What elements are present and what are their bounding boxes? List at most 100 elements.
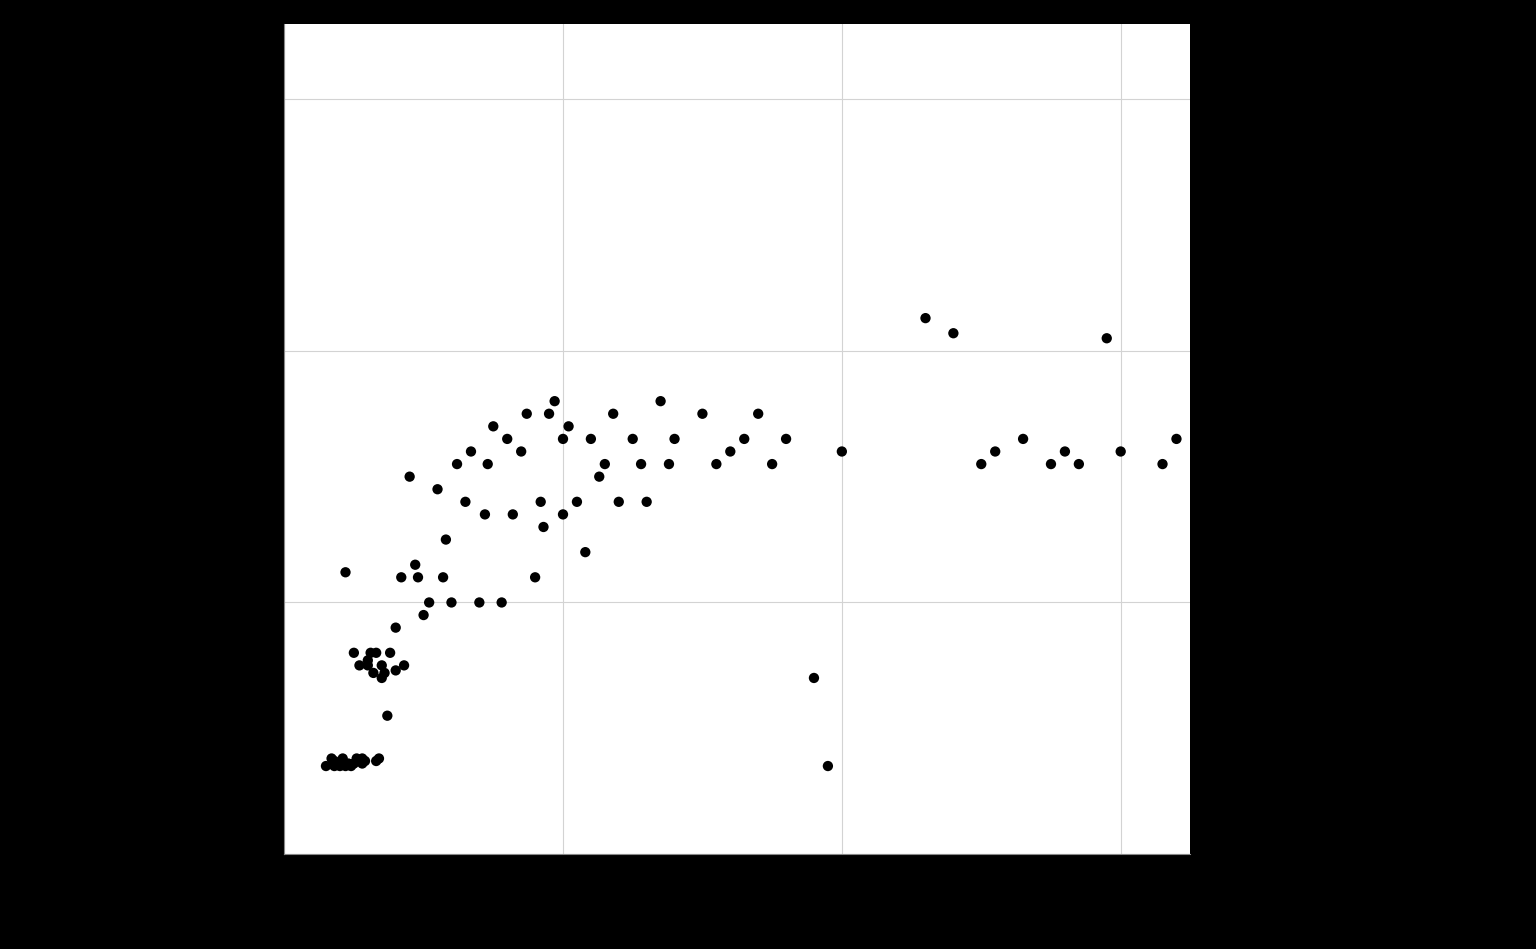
Point — [628, 456, 653, 472]
Point — [350, 751, 375, 766]
Point — [445, 456, 470, 472]
Point — [531, 519, 556, 534]
Point — [690, 406, 714, 421]
Point — [339, 758, 364, 773]
Point — [1011, 431, 1035, 447]
Point — [459, 444, 484, 459]
Point — [515, 406, 539, 421]
Point — [717, 444, 742, 459]
Point — [556, 419, 581, 434]
Point — [392, 658, 416, 673]
Point — [1052, 444, 1077, 459]
Point — [355, 658, 379, 673]
Point — [774, 431, 799, 447]
Point — [364, 645, 389, 661]
Point — [361, 665, 386, 680]
Point — [402, 557, 427, 572]
Y-axis label: .pred: .pred — [195, 406, 220, 472]
Point — [1150, 456, 1175, 472]
Point — [347, 658, 372, 673]
Point — [370, 670, 395, 685]
Point — [816, 758, 840, 773]
Point — [384, 620, 409, 635]
Point — [983, 444, 1008, 459]
Point — [370, 658, 395, 673]
Point — [412, 607, 436, 623]
Point — [350, 756, 375, 772]
Point — [344, 751, 369, 766]
Point — [829, 444, 854, 459]
Point — [323, 758, 347, 773]
Point — [501, 507, 525, 522]
Point — [648, 394, 673, 409]
Point — [573, 545, 598, 560]
Point — [508, 444, 533, 459]
Point — [536, 406, 561, 421]
Point — [367, 751, 392, 766]
Point — [430, 569, 455, 585]
Point — [467, 595, 492, 610]
Point — [1164, 431, 1189, 447]
Point — [551, 507, 576, 522]
Point — [353, 754, 378, 769]
Point — [327, 758, 352, 773]
Point — [453, 494, 478, 510]
Point — [601, 406, 625, 421]
Point — [1109, 444, 1134, 459]
Point — [607, 494, 631, 510]
Point — [327, 756, 352, 772]
Point — [384, 662, 409, 678]
Point — [490, 595, 515, 610]
Point — [375, 708, 399, 723]
X-axis label: latency: latency — [691, 896, 783, 921]
Point — [495, 431, 519, 447]
Point — [358, 645, 382, 661]
Point — [406, 569, 430, 585]
Point — [551, 431, 576, 447]
Point — [341, 645, 366, 661]
Point — [341, 756, 366, 772]
Point — [425, 482, 450, 497]
Point — [522, 569, 547, 585]
Point — [1066, 456, 1091, 472]
Point — [593, 456, 617, 472]
Point — [476, 456, 501, 472]
Point — [542, 394, 567, 409]
Point — [703, 456, 728, 472]
Point — [336, 756, 361, 772]
Point — [330, 751, 355, 766]
Point — [802, 670, 826, 685]
Point — [1038, 456, 1063, 472]
Point — [657, 456, 682, 472]
Point — [481, 419, 505, 434]
Point — [416, 595, 441, 610]
Point — [621, 431, 645, 447]
Point — [372, 665, 396, 680]
Point — [587, 469, 611, 484]
Point — [662, 431, 687, 447]
Point — [579, 431, 604, 447]
Point — [565, 494, 590, 510]
Point — [942, 326, 966, 341]
Point — [733, 431, 757, 447]
Point — [364, 754, 389, 769]
Point — [333, 565, 358, 580]
Point — [473, 507, 498, 522]
Point — [333, 758, 358, 773]
Point — [398, 469, 422, 484]
Point — [634, 494, 659, 510]
Point — [389, 569, 413, 585]
Point — [439, 595, 464, 610]
Point — [746, 406, 771, 421]
Point — [969, 456, 994, 472]
Point — [914, 310, 938, 326]
Point — [760, 456, 785, 472]
Point — [528, 494, 553, 510]
Point — [378, 645, 402, 661]
Point — [355, 653, 379, 668]
Point — [433, 532, 458, 548]
Point — [1095, 330, 1120, 345]
Point — [323, 754, 347, 769]
Point — [313, 758, 338, 773]
Point — [319, 751, 344, 766]
